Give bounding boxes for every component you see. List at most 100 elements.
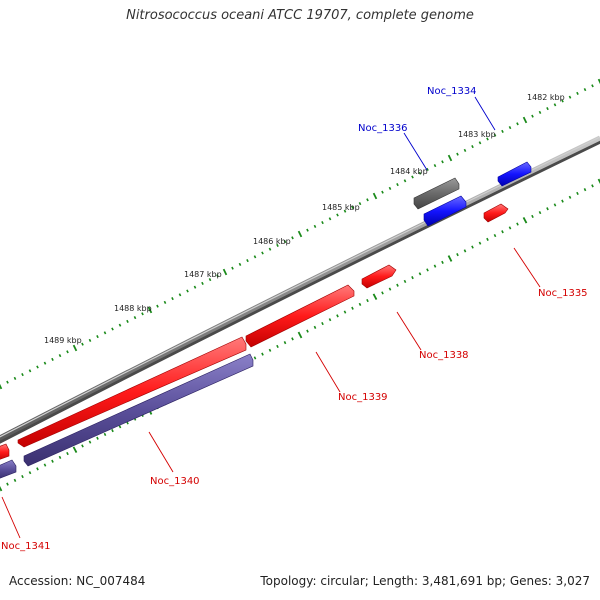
minor-tick <box>28 471 32 475</box>
gene-label-noc-1335[interactable]: Noc_1335 <box>538 288 588 299</box>
minor-tick <box>328 217 332 221</box>
minor-tick <box>261 352 264 356</box>
minor-tick <box>561 199 564 203</box>
leader-line-noc-1338 <box>396 311 422 351</box>
minor-tick <box>546 207 549 211</box>
minor-tick <box>13 478 17 482</box>
gene-label-noc-1339[interactable]: Noc_1339 <box>338 392 388 403</box>
scale-labels: 1482 kbp 1483 kbp 1484 kbp 1485 kbp 1486… <box>44 93 565 345</box>
minor-tick <box>381 291 384 295</box>
minor-tick <box>216 274 219 278</box>
scale-label: 1487 kbp <box>184 270 222 279</box>
minor-tick <box>381 190 384 194</box>
minor-tick <box>553 203 557 207</box>
minor-tick <box>21 373 24 377</box>
minor-tick <box>433 264 437 268</box>
leader-line-noc-1334 <box>474 96 496 131</box>
minor-tick <box>358 302 362 306</box>
minor-tick <box>411 175 414 179</box>
minor-tick <box>253 356 257 360</box>
minor-tick <box>163 300 167 304</box>
minor-tick <box>486 237 489 241</box>
minor-tick <box>186 289 189 293</box>
inner-tick-track <box>0 178 600 492</box>
minor-tick <box>336 314 339 318</box>
minor-tick <box>253 255 257 259</box>
minor-tick <box>313 224 317 228</box>
minor-tick <box>43 361 47 365</box>
scale-label: 1488 kbp <box>114 304 152 313</box>
minor-tick <box>358 202 362 206</box>
minor-tick <box>396 183 399 187</box>
gene-label-noc-1340[interactable]: Noc_1340 <box>150 476 200 487</box>
minor-tick <box>328 318 332 322</box>
major-tick <box>522 216 528 224</box>
minor-tick <box>501 129 504 133</box>
minor-tick <box>441 160 444 164</box>
minor-tick <box>501 230 504 234</box>
gene-noc-1338[interactable] <box>361 264 397 289</box>
gene-noc-1336-gray[interactable] <box>413 177 460 210</box>
gene-noc-1336[interactable] <box>423 195 467 227</box>
leader-line-noc-1340 <box>148 431 174 473</box>
leader-line-noc-1335 <box>513 247 541 288</box>
major-tick <box>447 255 453 262</box>
major-tick <box>72 344 78 352</box>
accession-text: Accession: NC_007484 <box>9 574 146 588</box>
gene-label-noc-1336[interactable]: Noc_1336 <box>358 123 408 134</box>
minor-tick <box>538 211 542 215</box>
gene-noc-1339[interactable] <box>245 284 355 348</box>
minor-tick <box>576 191 579 196</box>
minor-tick <box>156 304 159 308</box>
minor-tick <box>471 145 474 149</box>
minor-tick <box>486 137 489 141</box>
minor-tick <box>343 209 347 213</box>
gene-noc-1334[interactable] <box>497 161 532 187</box>
gene-noc-1335[interactable] <box>483 203 509 223</box>
minor-tick <box>36 365 39 369</box>
minor-tick <box>538 110 542 114</box>
gene-noc-1340[interactable] <box>17 336 247 448</box>
minor-tick <box>126 319 129 323</box>
minor-tick <box>103 432 107 437</box>
minor-tick <box>343 310 347 314</box>
minor-tick <box>283 341 287 345</box>
minor-tick <box>403 279 407 284</box>
minor-tick <box>418 272 422 276</box>
major-tick <box>297 331 303 339</box>
minor-tick <box>366 298 369 303</box>
minor-tick <box>426 268 429 272</box>
minor-tick <box>21 474 24 479</box>
minor-tick <box>201 281 204 285</box>
minor-tick <box>576 91 579 95</box>
gene-noc-1341[interactable] <box>0 459 17 479</box>
minor-tick <box>591 84 594 88</box>
scale-label: 1484 kbp <box>390 167 428 176</box>
minor-tick <box>141 312 144 316</box>
minor-tick <box>291 236 294 240</box>
minor-tick <box>51 459 54 463</box>
major-tick <box>597 178 600 184</box>
minor-tick <box>388 186 392 190</box>
minor-tick <box>208 278 212 282</box>
gene-noc-1341-forward[interactable] <box>0 443 10 460</box>
gene-noc-1340-reverse[interactable] <box>23 353 254 467</box>
minor-tick <box>426 167 429 171</box>
gene-label-noc-1338[interactable]: Noc_1338 <box>419 350 469 361</box>
minor-tick <box>411 276 414 280</box>
major-tick <box>372 192 378 200</box>
minor-tick <box>441 260 444 264</box>
leader-lines <box>1 96 541 539</box>
gene-label-noc-1334[interactable]: Noc_1334 <box>427 86 477 97</box>
gene-label-noc-1341[interactable]: Noc_1341 <box>1 541 51 552</box>
genome-backbone <box>0 135 600 444</box>
outer-tick-track <box>0 78 600 390</box>
minor-tick <box>403 179 407 183</box>
minor-tick <box>463 148 467 152</box>
scale-label: 1483 kbp <box>458 130 496 139</box>
minor-tick <box>561 99 564 103</box>
minor-tick <box>546 107 549 111</box>
minor-tick <box>313 325 317 329</box>
minor-tick <box>463 249 467 253</box>
